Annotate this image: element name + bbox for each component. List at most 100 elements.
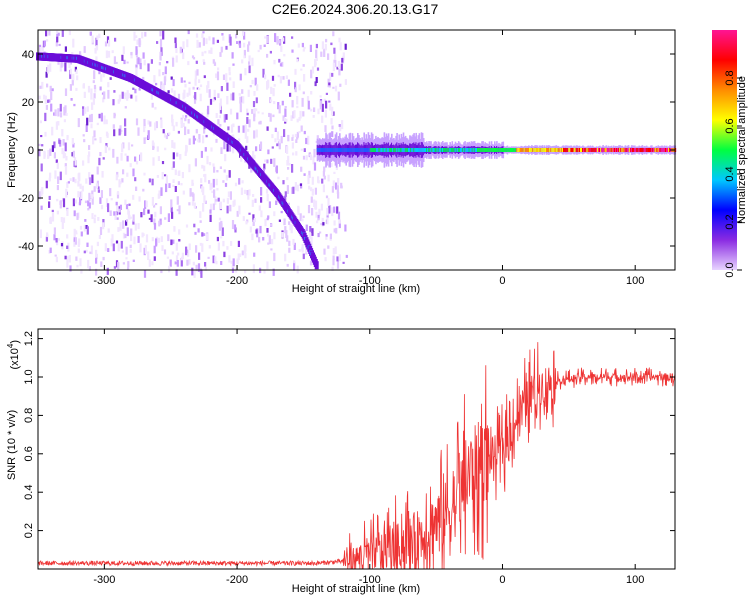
noise-cell — [115, 201, 118, 206]
noise-cell — [310, 69, 313, 79]
noise-cell — [84, 107, 87, 114]
noise-cell — [248, 189, 251, 196]
noise-cell — [241, 89, 244, 94]
noise-cell — [342, 261, 345, 264]
carrier-core — [539, 148, 542, 152]
noise-cell — [225, 73, 228, 82]
noise-cell — [159, 206, 162, 215]
noise-cell — [157, 156, 160, 161]
noise-cell — [264, 218, 267, 227]
noise-cell — [86, 106, 89, 112]
noise-cell — [130, 235, 133, 242]
noise-cell — [226, 197, 229, 204]
noise-cell — [129, 216, 132, 219]
noise-cell — [88, 145, 91, 150]
noise-cell — [223, 251, 226, 258]
carrier-core — [397, 148, 399, 152]
noise-cell — [178, 205, 181, 215]
noise-cell — [287, 167, 290, 170]
noise-cell — [267, 149, 270, 155]
noise-cell — [95, 45, 99, 51]
carrier-core — [633, 148, 635, 152]
carrier-core — [421, 148, 424, 152]
noise-cell — [108, 147, 111, 151]
noise-cell — [60, 217, 63, 223]
noise-cell — [46, 234, 49, 238]
noise-cell — [99, 137, 102, 144]
carrier-core — [330, 148, 333, 152]
noise-cell — [243, 189, 246, 194]
carrier-core — [582, 148, 584, 152]
carrier-core — [480, 148, 482, 152]
noise-cell — [306, 96, 310, 102]
noise-cell — [83, 46, 86, 53]
noise-cell — [90, 195, 93, 199]
noise-cell — [129, 248, 132, 253]
noise-cell — [282, 76, 285, 80]
noise-cell — [194, 92, 197, 101]
noise-cell — [226, 246, 229, 250]
noise-cell — [100, 261, 103, 267]
noise-cell — [278, 219, 281, 222]
noise-cell — [193, 138, 197, 141]
carrier-core — [561, 148, 564, 152]
y-tick-label: 0.6 — [23, 446, 35, 461]
noise-cell — [143, 137, 146, 144]
noise-cell — [286, 235, 289, 242]
noise-cell — [325, 195, 329, 199]
noise-cell — [225, 114, 228, 120]
carrier-core — [511, 148, 513, 152]
carrier-core — [666, 148, 668, 152]
carrier-core — [547, 148, 549, 152]
noise-cell — [301, 42, 304, 48]
noise-cell — [88, 202, 91, 209]
noise-cell — [155, 121, 158, 129]
noise-cell — [326, 207, 329, 216]
noise-cell — [74, 66, 77, 72]
noise-cell — [131, 144, 134, 147]
noise-cell — [105, 198, 109, 207]
noise-cell — [228, 71, 231, 76]
noise-cell — [118, 128, 121, 136]
noise-cell — [223, 141, 226, 150]
noise-cell — [220, 86, 223, 92]
noise-cell — [96, 122, 99, 126]
noise-cell — [305, 244, 308, 253]
noise-cell — [315, 43, 318, 49]
y-tick-label: 40 — [22, 49, 34, 61]
noise-cell — [91, 213, 94, 219]
noise-cell — [49, 63, 52, 72]
noise-cell — [195, 129, 198, 134]
noise-cell — [297, 207, 300, 210]
carrier-core — [592, 148, 595, 152]
noise-cell — [69, 178, 72, 181]
noise-cell — [184, 83, 187, 88]
noise-cell — [73, 103, 76, 107]
noise-cell — [79, 183, 82, 189]
noise-cell — [336, 256, 339, 262]
carrier-core — [348, 148, 351, 152]
noise-cell — [344, 79, 347, 85]
noise-cell — [335, 182, 338, 190]
noise-cell — [334, 85, 338, 92]
noise-cell — [297, 43, 300, 48]
noise-cell — [236, 210, 239, 217]
carrier-core — [522, 148, 525, 152]
carrier-core — [414, 148, 416, 152]
noise-cell — [152, 142, 155, 150]
carrier-core — [652, 148, 654, 152]
noise-cell — [331, 125, 334, 130]
noise-cell — [88, 177, 92, 185]
noise-cell — [202, 135, 205, 144]
noise-cell — [175, 242, 178, 251]
carrier-core — [528, 148, 530, 152]
noise-cell — [284, 121, 287, 124]
noise-cell — [333, 228, 336, 233]
noise-cell — [203, 128, 206, 134]
carrier-core — [339, 148, 341, 152]
carrier-core — [577, 148, 580, 152]
noise-cell — [198, 87, 201, 91]
noise-cell — [264, 159, 267, 163]
noise-cell — [57, 61, 60, 65]
carrier-core — [447, 148, 449, 152]
